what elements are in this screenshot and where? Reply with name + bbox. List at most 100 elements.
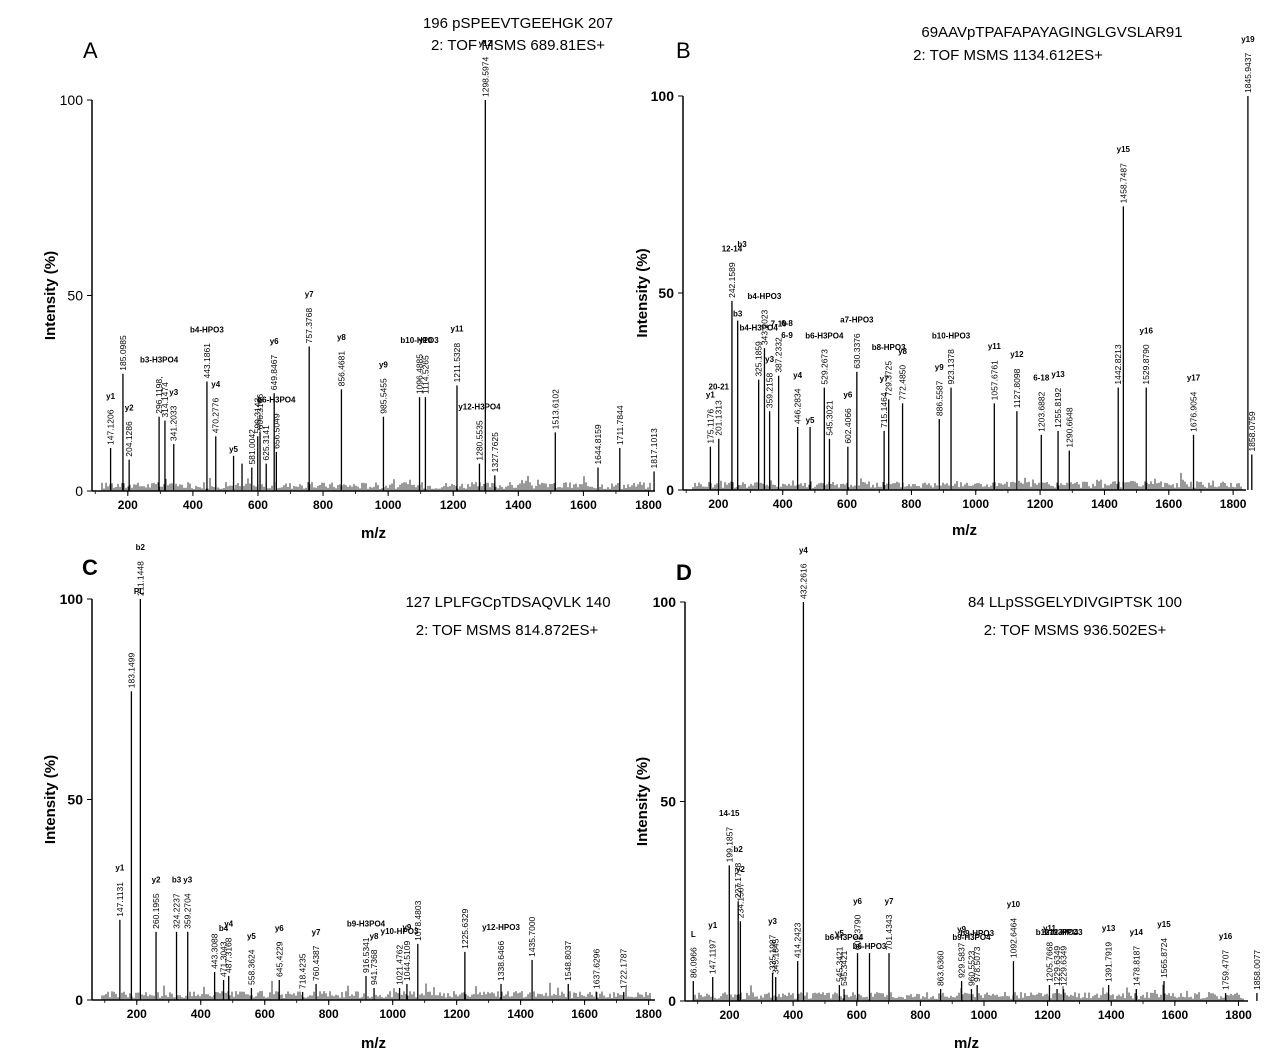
ion-label: y1: [708, 921, 717, 930]
ion-label: y3: [183, 876, 192, 885]
x-tick-label: 1600: [570, 498, 597, 512]
peak-mz-label: 443.3088: [210, 933, 220, 969]
peak-mz-label: 599.3143: [253, 398, 263, 434]
peak-mz-label: 985.5455: [378, 378, 388, 414]
ion-label: b12-HPO3: [1044, 928, 1083, 937]
x-tick-label: 200: [118, 498, 138, 512]
peak-mz-label: 1096.4885: [415, 354, 425, 394]
ion-label: y11: [451, 324, 464, 333]
ion-label: y5: [247, 932, 256, 941]
peak-mz-label: 147.1131: [115, 882, 125, 917]
y-axis-label: Intensity (%): [42, 755, 59, 844]
peak-mz-label: 359.2704: [183, 893, 193, 929]
ion-label: y2: [125, 404, 134, 413]
ion-label: b4: [219, 924, 229, 933]
peak-mz-label: 1644.8159: [593, 424, 603, 464]
ion-label: b9-H3PO4: [952, 933, 991, 942]
ion-label: y9: [935, 363, 944, 372]
ion-label: y11: [988, 342, 1001, 351]
ion-label: y12: [479, 39, 493, 48]
peak-mz-label: 558.3624: [246, 949, 256, 985]
ion-label: y15: [1117, 145, 1131, 154]
peak-mz-label: 343.2023: [759, 309, 769, 345]
peak-mz-label: 335.1987: [768, 934, 778, 970]
peak-mz-label: 1458.7487: [1118, 163, 1128, 203]
peak-mz-label: 471.3043: [219, 941, 229, 977]
ion-label: y3: [169, 388, 178, 397]
peak-mz-label: 581.0042: [247, 429, 257, 465]
peak-mz-label: 234.1507: [735, 882, 745, 918]
ion-label: y1: [106, 392, 115, 401]
peak-mz-label: 1858.0077: [1252, 950, 1262, 990]
peak-mz-label: 341.2033: [169, 405, 179, 441]
x-tick-label: 1800: [635, 498, 662, 512]
peak-mz-label: 201.1313: [714, 400, 724, 436]
y-tick-label: 100: [60, 92, 84, 108]
ion-label: y5: [229, 445, 238, 454]
ion-label: y16: [1219, 932, 1233, 941]
x-tick-label: 800: [313, 498, 333, 512]
x-axis-label: m/z: [361, 525, 386, 542]
ion-label: y5: [806, 416, 815, 425]
ion-label: y2: [736, 865, 745, 874]
ion-label: y17: [1187, 374, 1201, 383]
peptide-title: 196 pSPEEVTGEEHGK 207: [423, 15, 613, 32]
ion-label: y8: [898, 347, 907, 356]
ion-label: b6-HPO3: [853, 942, 887, 951]
y-axis-label: Intensity (%): [634, 757, 651, 846]
peptide-title: 127 LPLFGCpTDSAQVLK 140: [405, 594, 610, 611]
ion-label: b3: [733, 310, 743, 319]
ion-label: y12-HPO3: [482, 923, 520, 932]
y-tick-label: 100: [653, 594, 677, 610]
ion-label: b12-H3PO4: [1036, 928, 1079, 937]
x-tick-label: 1000: [375, 498, 402, 512]
x-axis-label: m/z: [954, 1035, 979, 1052]
ion-label: 6-8: [781, 319, 793, 328]
ion-label: y14: [1130, 928, 1144, 937]
peak-mz-label: 414.2423: [793, 922, 803, 958]
x-axis-label: m/z: [361, 1035, 386, 1052]
ion-label: 12-14: [722, 245, 743, 254]
peptide-title: 84 LLpSSGELYDIVGIPTSK 100: [968, 594, 1182, 611]
x-tick-label: 1600: [1155, 497, 1182, 511]
peak-mz-label: 324.2237: [172, 893, 182, 929]
ion-label: PL: [134, 587, 144, 596]
x-tick-label: 1200: [1034, 1008, 1061, 1022]
peak-mz-label: 227.1778: [733, 863, 743, 899]
peak-mz-label: 602.3790: [853, 914, 863, 950]
peak-mz-label: 625.3141: [261, 425, 271, 461]
peak-mz-label: 1280.5535: [474, 420, 484, 460]
peak-mz-label: 1637.6296: [592, 949, 602, 989]
x-tick-label: 1000: [379, 1007, 406, 1021]
ion-label: y8: [370, 932, 379, 941]
x-tick-label: 800: [910, 1008, 930, 1022]
y-tick-label: 50: [67, 288, 83, 304]
peak-mz-label: 960.5523: [966, 950, 976, 986]
peak-mz-label: 1442.8213: [1113, 344, 1123, 384]
ion-label: 14-15: [719, 809, 740, 818]
peak-mz-label: 1435.7000: [527, 916, 537, 956]
spectrum-panel-c: C 127 LPLFGCpTDSAQVLK 140 2: TOF MSMS 814.…: [42, 543, 662, 1052]
peak-mz-label: 529.2673: [819, 349, 829, 385]
spectrum-panel-b: B 69AAVpTPAFAPAYAGINGLGVSLAR91 2: TOF MSMS…: [634, 24, 1257, 539]
peak-mz-label: 645.4229: [274, 941, 284, 977]
x-tick-label: 1400: [1091, 497, 1118, 511]
baseline-noise: [692, 472, 1242, 490]
peak-mz-label: 432.2616: [798, 563, 808, 599]
spectrum-panel-a: A 196 pSPEEVTGEEHGK 207 2: TOF MSMS 689.81…: [42, 15, 662, 542]
peak-mz-label: 1255.8192: [1053, 387, 1063, 427]
peak-mz-label: 443.1861: [202, 343, 212, 379]
x-tick-label: 200: [720, 1008, 740, 1022]
peak-mz-label: 359.2158: [765, 372, 775, 408]
peak-mz-label: 325.1859: [754, 341, 764, 377]
scan-subtitle: 2: TOF MSMS 689.81ES+: [431, 37, 605, 54]
ion-label: 20-21: [709, 383, 730, 392]
panel-letter: C: [82, 555, 98, 580]
peak-mz-label: 185.0985: [118, 335, 128, 371]
peak-mz-label: 1391.7919: [1104, 942, 1114, 982]
x-tick-label: 400: [183, 498, 203, 512]
peak-mz-label: 470.2776: [211, 398, 221, 434]
peak-mz-label: 1021.4762: [395, 945, 405, 985]
ion-label: b6-H3PO4: [805, 331, 844, 340]
x-tick-label: 600: [248, 498, 268, 512]
